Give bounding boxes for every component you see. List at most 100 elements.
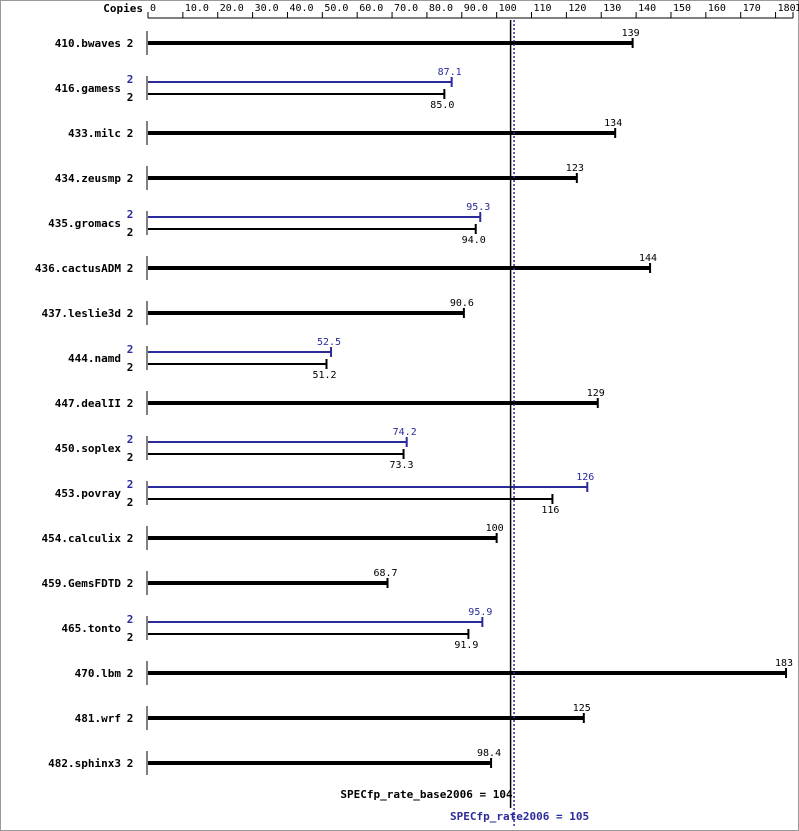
bar	[148, 176, 577, 180]
bar	[148, 498, 553, 500]
benchmark-label: 434.zeusmp	[55, 172, 122, 185]
x-tick-label: 0	[150, 3, 156, 14]
reference-name: SPECfp_rate_base2006 =	[340, 788, 486, 801]
value-label: 116	[541, 505, 559, 516]
value-label: 126	[576, 472, 594, 483]
value-label: 95.9	[468, 607, 492, 618]
reference-name: SPECfp_rate2006 =	[450, 810, 563, 823]
bar	[148, 401, 598, 405]
copies: 2	[127, 397, 134, 410]
copies: 2	[127, 667, 134, 680]
copies: 2	[127, 37, 134, 50]
x-tick-label: 60.0	[359, 3, 383, 14]
reference-value: 104	[493, 788, 513, 801]
copies: 2	[127, 712, 134, 725]
copies: 2	[127, 208, 134, 221]
value-label: 68.7	[373, 568, 397, 579]
copies: 2	[127, 91, 134, 104]
copies: 2	[127, 307, 134, 320]
x-tick-label: 10.0	[185, 3, 209, 14]
x-tick-label: 20.0	[220, 3, 244, 14]
x-tick-label: 120	[568, 3, 586, 14]
bar	[148, 671, 787, 675]
x-tick-label: 185	[795, 3, 799, 14]
bar	[148, 93, 445, 95]
x-tick-label: 150	[673, 3, 691, 14]
value-label: 52.5	[317, 337, 341, 348]
copies: 2	[127, 361, 134, 374]
x-tick-label: 90.0	[464, 3, 488, 14]
copies: 2	[127, 631, 134, 644]
bar	[148, 633, 469, 635]
reference-value: 105	[569, 810, 589, 823]
bar	[148, 81, 452, 83]
value-label: 73.3	[390, 460, 414, 471]
copies: 2	[127, 478, 134, 491]
value-label: 129	[587, 388, 605, 399]
copies: 2	[127, 343, 134, 356]
copies: 2	[127, 262, 134, 275]
bar	[148, 581, 388, 585]
copies: 2	[127, 172, 134, 185]
benchmark-label: 444.namd	[68, 352, 121, 365]
bar	[148, 266, 651, 270]
benchmark-label: 435.gromacs	[48, 217, 121, 230]
x-tick-label: 80.0	[429, 3, 453, 14]
value-label: 91.9	[454, 640, 478, 651]
x-tick-label: 180	[778, 3, 796, 14]
x-tick-label: 140	[638, 3, 656, 14]
bar	[148, 228, 476, 230]
x-tick-label: 130	[603, 3, 621, 14]
x-tick-label: 160	[708, 3, 726, 14]
bar	[148, 441, 407, 443]
benchmark-label: 454.calculix	[42, 532, 122, 545]
benchmark-label: 447.dealII	[55, 397, 121, 410]
bar	[148, 536, 497, 540]
bar	[148, 453, 404, 455]
benchmark-label: 459.GemsFDTD	[42, 577, 122, 590]
copies-header: Copies	[103, 2, 143, 15]
bar	[148, 621, 483, 623]
x-tick-label: 100	[499, 3, 517, 14]
value-label: 98.4	[477, 748, 501, 759]
copies: 2	[127, 532, 134, 545]
value-label: 123	[566, 163, 584, 174]
benchmark-label: 453.povray	[55, 487, 122, 500]
value-label: 139	[622, 28, 640, 39]
benchmark-label: 481.wrf	[75, 712, 121, 725]
value-label: 100	[486, 523, 504, 534]
benchmark-label: 482.sphinx3	[48, 757, 121, 770]
value-label: 134	[604, 118, 622, 129]
bar	[148, 363, 327, 365]
benchmark-label: 465.tonto	[61, 622, 121, 635]
value-label: 95.3	[466, 202, 490, 213]
copies: 2	[127, 226, 134, 239]
value-label: 94.0	[462, 235, 486, 246]
copies: 2	[127, 433, 134, 446]
reference-label: SPECfp_rate_base2006 = 104	[340, 788, 513, 801]
bar	[148, 761, 492, 765]
benchmark-label: 410.bwaves	[55, 37, 121, 50]
bar	[148, 131, 616, 135]
bar	[148, 41, 633, 45]
value-label: 125	[573, 703, 591, 714]
value-label: 144	[639, 253, 657, 264]
x-tick-label: 170	[743, 3, 761, 14]
benchmark-label: 470.lbm	[75, 667, 122, 680]
copies: 2	[127, 577, 134, 590]
value-label: 87.1	[438, 67, 462, 78]
value-label: 85.0	[430, 100, 454, 111]
bar	[148, 311, 464, 315]
copies: 2	[127, 496, 134, 509]
copies: 2	[127, 73, 134, 86]
value-label: 90.6	[450, 298, 474, 309]
x-tick-label: 70.0	[394, 3, 418, 14]
value-label: 183	[775, 658, 793, 669]
copies: 2	[127, 127, 134, 140]
value-label: 51.2	[312, 370, 336, 381]
copies: 2	[127, 757, 134, 770]
bar	[148, 716, 584, 720]
